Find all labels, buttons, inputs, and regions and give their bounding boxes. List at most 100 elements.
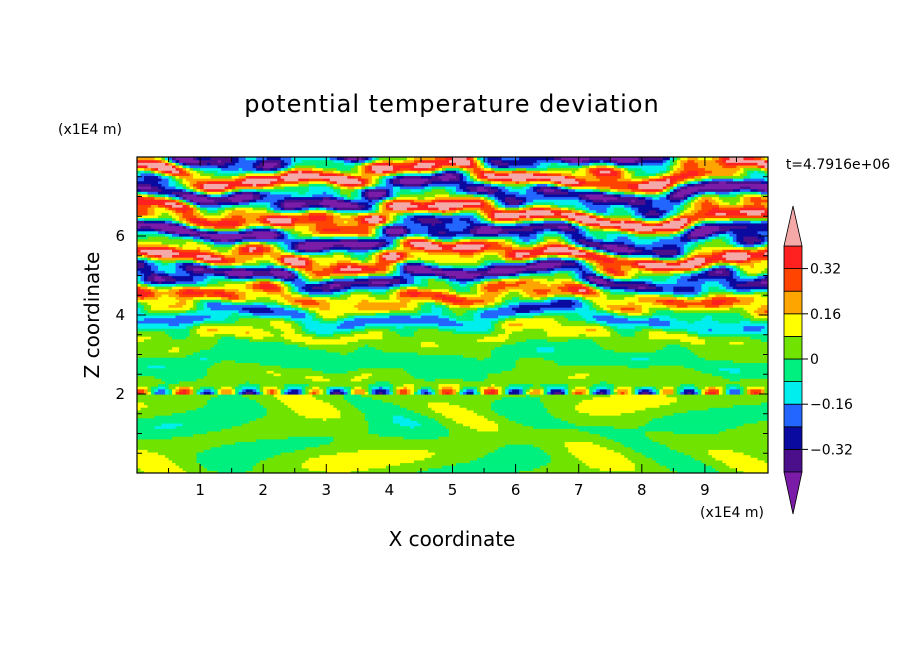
field-cell — [200, 249, 212, 253]
field-cell — [540, 383, 569, 387]
field-cell — [280, 204, 285, 208]
field-cell — [438, 175, 457, 179]
field-cell — [350, 328, 366, 332]
field-cell — [484, 264, 489, 269]
field-cell — [280, 207, 285, 211]
field-cell — [550, 270, 559, 274]
field-cell — [399, 254, 405, 258]
field-cell — [259, 196, 264, 200]
field-cell — [343, 391, 348, 395]
field-cell — [413, 386, 422, 390]
field-cell — [596, 267, 601, 271]
field-cell — [273, 325, 292, 329]
field-cell — [305, 312, 310, 316]
field-cell — [564, 233, 573, 237]
field-cell — [298, 233, 313, 237]
field-cell — [137, 388, 145, 392]
field-cell — [452, 220, 468, 224]
field-cell — [743, 243, 755, 248]
field-cell — [662, 328, 688, 332]
field-cell — [750, 254, 768, 258]
field-cell — [420, 183, 429, 187]
field-cell — [498, 320, 506, 324]
field-cell — [746, 386, 766, 390]
field-cell — [231, 191, 236, 195]
field-cell — [487, 220, 492, 224]
field-cell — [266, 193, 292, 198]
field-cell — [760, 391, 766, 395]
field-cell — [196, 170, 205, 174]
field-cell — [147, 278, 156, 282]
field-cell — [424, 236, 429, 240]
field-cell — [196, 230, 208, 234]
field-cell — [368, 420, 394, 424]
field-cell — [711, 233, 720, 237]
field-cell — [172, 249, 180, 253]
field-cell — [280, 286, 285, 290]
field-cell — [522, 328, 545, 332]
field-cell — [144, 170, 152, 174]
field-cell — [470, 459, 552, 464]
field-cell — [224, 270, 254, 274]
field-cell — [582, 275, 587, 279]
field-cell — [238, 317, 285, 321]
field-cell — [494, 299, 503, 303]
field-cell — [406, 259, 426, 263]
field-cell — [298, 170, 303, 174]
field-cell — [301, 159, 334, 163]
field-cell — [340, 188, 355, 192]
field-cell — [168, 333, 191, 337]
field-cell — [137, 407, 142, 411]
field-cell — [231, 199, 243, 203]
field-cell — [463, 204, 485, 208]
field-cell — [708, 449, 734, 453]
field-cell — [624, 288, 636, 292]
field-cell — [498, 217, 513, 221]
field-cell — [683, 246, 688, 250]
field-cell — [452, 309, 468, 313]
field-cell — [228, 191, 233, 195]
field-cell — [697, 164, 724, 169]
field-cell — [207, 372, 275, 377]
field-cell — [238, 249, 243, 253]
field-cell — [312, 236, 320, 240]
field-cell — [571, 251, 587, 256]
field-cell — [512, 246, 534, 250]
field-cell — [186, 178, 236, 182]
field-cell — [610, 170, 618, 174]
field-cell — [252, 391, 257, 395]
field-cell — [589, 167, 597, 171]
field-cell — [193, 299, 201, 303]
field-cell — [589, 283, 594, 287]
field-cell — [371, 254, 376, 258]
field-cell — [585, 222, 590, 227]
field-cell — [491, 404, 545, 408]
field-cell — [659, 191, 664, 195]
field-cell — [456, 207, 464, 211]
field-cell — [427, 230, 440, 234]
field-cell — [494, 449, 545, 453]
field-cell — [361, 378, 426, 382]
field-cell — [291, 230, 303, 234]
field-cell — [568, 188, 576, 192]
field-cell — [189, 191, 194, 195]
field-cell — [385, 188, 390, 192]
field-cell — [694, 199, 699, 203]
field-cell — [606, 322, 650, 327]
field-cell — [505, 444, 534, 448]
field-cell — [627, 391, 632, 395]
field-cell — [711, 196, 720, 200]
field-cell — [434, 293, 447, 298]
field-cell — [452, 330, 492, 335]
field-cell — [137, 233, 166, 237]
field-cell — [305, 278, 310, 282]
field-cell — [441, 238, 454, 242]
field-cell — [315, 228, 324, 232]
field-cell — [172, 233, 180, 237]
field-cell — [508, 333, 548, 337]
field-cell — [491, 217, 499, 221]
field-cell — [561, 209, 573, 213]
field-cell — [399, 167, 412, 171]
field-cell — [701, 388, 706, 392]
field-cell — [406, 304, 419, 308]
